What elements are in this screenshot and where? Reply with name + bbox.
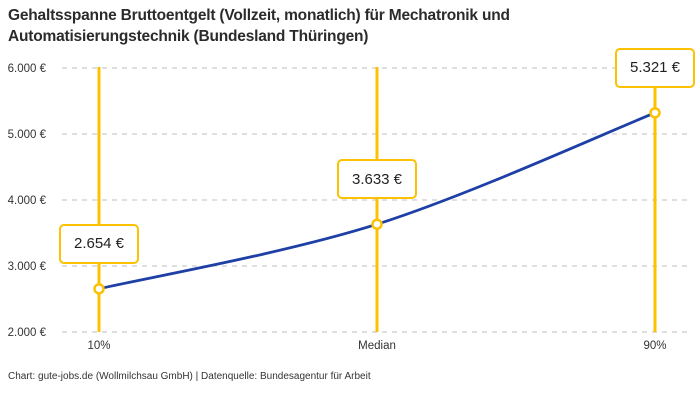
chart-title-line-1: Gehaltsspanne Bruttoentgelt (Vollzeit, m… bbox=[8, 7, 510, 24]
chart-title-line-2: Automatisierungstechnik (Bundesland Thür… bbox=[8, 28, 369, 45]
y-axis-tick-label: 3.000 € bbox=[8, 261, 47, 273]
data-point-marker bbox=[649, 107, 661, 119]
x-axis-tick-label: Median bbox=[358, 340, 396, 352]
chart-title: Gehaltsspanne Bruttoentgelt (Vollzeit, m… bbox=[8, 5, 648, 47]
y-axis-tick-label: 2.000 € bbox=[8, 327, 47, 339]
y-axis-tick-label: 4.000 € bbox=[8, 195, 47, 207]
value-label-box: 5.321 € bbox=[614, 47, 696, 88]
y-axis-tick-label: 6.000 € bbox=[8, 63, 47, 75]
x-axis-tick-label: 90% bbox=[643, 340, 666, 352]
value-label-box: 3.633 € bbox=[336, 159, 418, 200]
chart-footer-attribution: Chart: gute-jobs.de (Wollmilchsau GmbH) … bbox=[8, 371, 371, 382]
y-axis-tick-label: 5.000 € bbox=[8, 129, 47, 141]
data-point-marker bbox=[371, 218, 383, 230]
data-point-marker bbox=[93, 283, 105, 295]
value-label-box: 2.654 € bbox=[58, 223, 140, 264]
x-axis-tick-label: 10% bbox=[87, 340, 110, 352]
